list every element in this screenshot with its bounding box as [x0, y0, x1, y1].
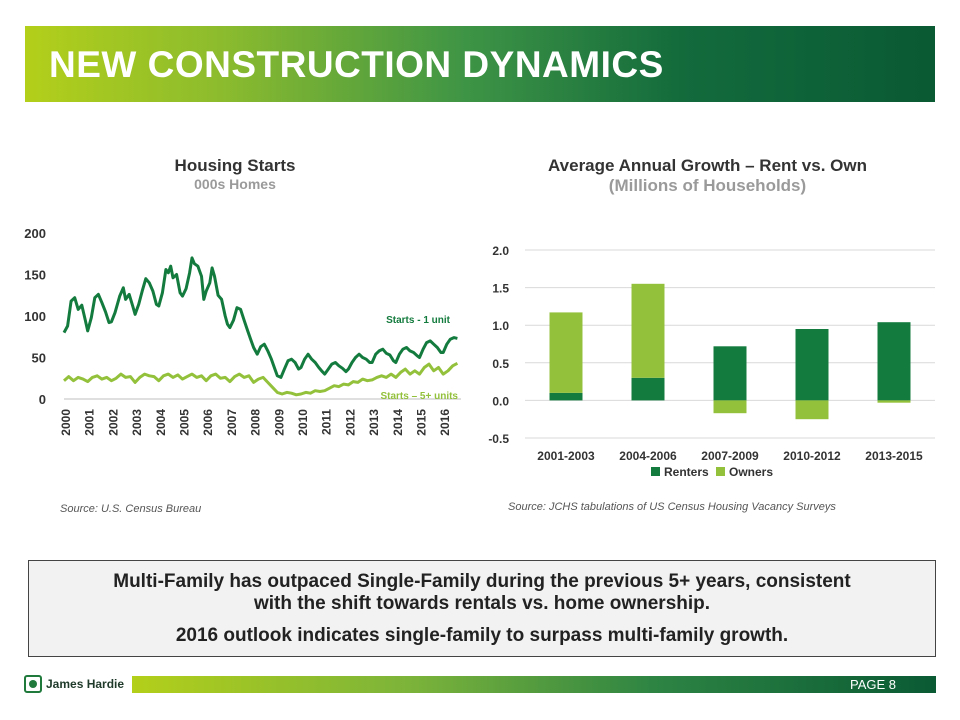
bar-renters-2004-2006 — [631, 377, 665, 401]
line-y-tick-label: 0 — [39, 392, 46, 407]
bar-renters-2007-2009 — [713, 346, 747, 401]
rent-vs-own-bar-chart: -0.50.00.51.01.52.0 2001-2003 2004-2006 20… — [488, 244, 935, 479]
bar-owners-2001-2003 — [549, 312, 583, 393]
bar-owners-2007-2009 — [713, 400, 747, 414]
brand-logo: James Hardie — [24, 673, 124, 695]
right-chart-source: Source: JCHS tabulations of US Census Ho… — [508, 501, 836, 513]
line-x-tick-label: 2012 — [343, 409, 357, 436]
bar-y-tick-label: 2.0 — [492, 244, 509, 258]
bar-chart-gridlines: -0.5 0.0 0.5 1.0 1.5 2.0 — [488, 244, 935, 446]
legend-swatch-owners — [716, 467, 725, 476]
left-chart-title: Housing Starts — [174, 156, 296, 175]
bar-owners-2004-2006 — [631, 283, 665, 378]
bar-renters-2013-2015 — [877, 322, 911, 401]
line-x-tick-label: 2008 — [249, 409, 263, 436]
summary-callout: Multi-Family has outpaced Single-Family … — [28, 560, 936, 657]
line-chart-axis: 0 50 100 150 200 2000 2001 2002 2003 2004 2005 2006… — [24, 226, 461, 436]
bar-y-tick-label: 0.5 — [492, 357, 509, 371]
line-x-tick-label: 2002 — [106, 409, 120, 436]
line-y-tick-label: 100 — [24, 309, 46, 324]
series-line-starts-1-unit — [62, 256, 458, 379]
callout-line-1: Multi-Family has outpaced Single-Family … — [113, 571, 851, 592]
page-title: NEW CONSTRUCTION DYNAMICS — [49, 44, 664, 85]
annotation-starts-5plus-units: Starts – 5+ units — [380, 391, 458, 402]
left-chart-title-block: Housing Starts 000s Homes — [85, 156, 385, 192]
line-y-tick-label: 200 — [24, 226, 46, 241]
footer-bar: PAGE 8 — [132, 676, 936, 693]
bar-renters-2010-2012 — [795, 329, 829, 401]
line-x-tick-label: 2003 — [130, 409, 144, 436]
bar-owners-2010-2012 — [795, 400, 829, 420]
bar-y-tick-label: 1.5 — [492, 282, 509, 296]
series-line-starts-5plus-units — [63, 361, 459, 397]
line-x-tick-label: 2015 — [415, 409, 429, 436]
line-x-tick-label: 2001 — [83, 409, 97, 436]
bar-x-tick-label: 2001-2003 — [537, 449, 595, 463]
line-x-tick-label: 2007 — [225, 409, 239, 436]
line-chart-labels: Starts - 1 unit Starts – 5+ units — [380, 315, 458, 402]
bar-x-tick-label: 2004-2006 — [619, 449, 677, 463]
annotation-starts-1-unit: Starts - 1 unit — [386, 315, 451, 326]
line-y-tick-label: 150 — [24, 268, 46, 283]
bar-x-tick-label: 2013-2015 — [865, 449, 923, 463]
right-chart-title-block: Average Annual Growth – Rent vs. Own (Mi… — [480, 156, 935, 196]
left-chart-subtitle: 000s Homes — [194, 176, 276, 192]
line-x-tick-label: 2016 — [438, 409, 452, 436]
bar-renters-2001-2003 — [549, 392, 583, 401]
line-x-tick-label: 2006 — [201, 409, 215, 436]
bar-x-tick-label: 2010-2012 — [783, 449, 841, 463]
housing-starts-line-chart: 0 50 100 150 200 2000 2001 2002 2003 2004 2005 2006… — [24, 226, 461, 436]
line-x-tick-label: 2010 — [296, 409, 310, 436]
brand-name: James Hardie — [46, 677, 125, 691]
page-number: PAGE 8 — [849, 677, 896, 692]
callout-line-3: 2016 outlook indicates single-family to … — [175, 625, 789, 646]
legend-swatch-renters — [651, 467, 660, 476]
left-chart-source: Source: U.S. Census Bureau — [60, 503, 202, 515]
line-x-tick-label: 2000 — [59, 409, 73, 436]
bar-y-tick-label: 1.0 — [492, 319, 509, 333]
line-chart-series — [62, 256, 459, 397]
line-x-tick-label: 2009 — [272, 409, 286, 436]
callout-line-2: with the shift towards rentals vs. home … — [253, 593, 711, 614]
bar-x-tick-label: 2007-2009 — [701, 449, 759, 463]
bar-y-tick-label: 0.0 — [492, 394, 509, 408]
bar-chart-labels: 2001-2003 2004-2006 2007-2009 2010-2012 2013… — [537, 449, 923, 479]
right-chart-subtitle: (Millions of Households) — [608, 176, 807, 195]
right-chart-title: Average Annual Growth – Rent vs. Own — [548, 156, 867, 175]
line-x-tick-label: 2014 — [391, 409, 405, 436]
line-x-tick-label: 2005 — [178, 409, 192, 436]
bar-chart-bars — [549, 283, 911, 420]
line-x-tick-label: 2004 — [154, 409, 168, 436]
line-x-tick-label: 2011 — [320, 409, 334, 435]
line-x-tick-label: 2013 — [367, 409, 381, 436]
bar-y-tick-label: -0.5 — [488, 432, 509, 446]
legend-label-owners: Owners — [729, 465, 773, 479]
james-hardie-logo-icon — [24, 675, 42, 693]
legend-label-renters: Renters — [664, 465, 709, 479]
bar-owners-2013-2015 — [877, 400, 911, 403]
line-y-tick-label: 50 — [32, 351, 46, 366]
title-banner: NEW CONSTRUCTION DYNAMICS — [25, 26, 935, 102]
